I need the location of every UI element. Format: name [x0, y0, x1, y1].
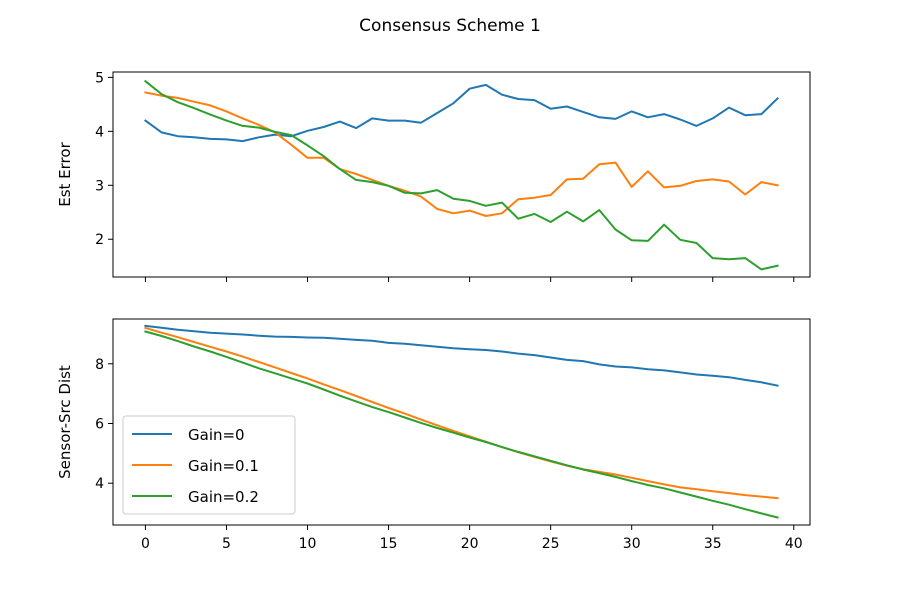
x-tick-label: 15: [380, 536, 398, 552]
y-tick-label: 4: [95, 476, 104, 492]
x-tick-label: 35: [704, 536, 722, 552]
legend-label: Gain=0: [188, 426, 245, 444]
x-tick-label: 30: [623, 536, 641, 552]
x-tick-label: 5: [222, 536, 231, 552]
x-tick-label: 40: [785, 536, 803, 552]
y-tick-label: 3: [95, 178, 104, 194]
bottom-subplot: 0 5 10 15 20 25 30 35 40 4 6 8 Sensor-Src Dist: [56, 318, 811, 552]
legend: Gain=0 Gain=0.1 Gain=0.2: [122, 415, 296, 515]
x-tick-label: 10: [299, 536, 317, 552]
series-line-gain-0-1: [144, 326, 779, 500]
y-tick-label: 8: [95, 357, 104, 373]
axes-frame: [112, 71, 811, 278]
series-line-gain-0-1: [144, 91, 779, 217]
legend-label: Gain=0.2: [188, 488, 259, 506]
legend-label: Gain=0.1: [188, 457, 259, 475]
x-tick-label: 25: [542, 536, 560, 552]
y-axis-label: Sensor-Src Dist: [56, 365, 74, 479]
y-axis-label: Est Error: [56, 141, 74, 206]
top-subplot: 2 3 4 5 Est Error: [56, 70, 811, 282]
figure-title: Consensus Scheme 1: [359, 16, 541, 36]
series-line-gain-0-2: [144, 330, 779, 519]
y-tick-label: 5: [95, 70, 104, 86]
x-tick-label: 20: [461, 536, 479, 552]
series-line-gain-0: [144, 83, 780, 143]
series-line-gain-0-2: [143, 79, 779, 271]
y-tick-label: 2: [95, 232, 104, 248]
y-tick-label: 4: [95, 124, 104, 140]
y-tick-label: 6: [95, 416, 104, 432]
axes-frame: [112, 318, 811, 526]
legend-box: [122, 415, 296, 515]
series-line-gain-0: [144, 324, 779, 387]
x-tick-label: 0: [141, 536, 150, 552]
